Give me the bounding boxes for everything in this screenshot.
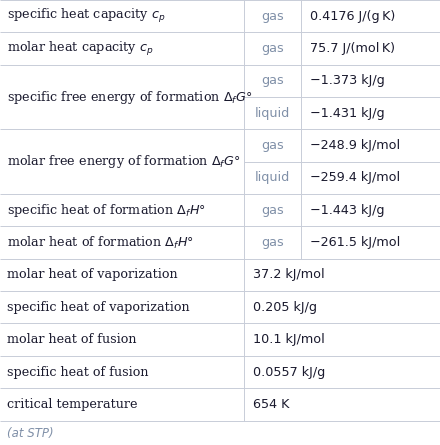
- Text: gas: gas: [261, 74, 284, 87]
- Text: molar free energy of formation $\Delta_f G°$: molar free energy of formation $\Delta_f…: [7, 153, 240, 170]
- Text: −261.5 kJ/mol: −261.5 kJ/mol: [310, 236, 400, 249]
- Text: gas: gas: [261, 236, 284, 249]
- Text: gas: gas: [261, 204, 284, 217]
- Text: critical temperature: critical temperature: [7, 398, 137, 411]
- Text: (at STP): (at STP): [7, 428, 53, 441]
- Text: specific heat capacity $c_p$: specific heat capacity $c_p$: [7, 7, 165, 25]
- Text: 10.1 kJ/mol: 10.1 kJ/mol: [253, 333, 325, 346]
- Text: 0.0557 kJ/g: 0.0557 kJ/g: [253, 365, 325, 379]
- Text: 0.205 kJ/g: 0.205 kJ/g: [253, 301, 317, 314]
- Text: molar heat of vaporization: molar heat of vaporization: [7, 268, 177, 281]
- Text: −248.9 kJ/mol: −248.9 kJ/mol: [310, 139, 400, 152]
- Text: liquid: liquid: [255, 107, 290, 120]
- Text: specific heat of fusion: specific heat of fusion: [7, 365, 148, 379]
- Text: 37.2 kJ/mol: 37.2 kJ/mol: [253, 268, 325, 281]
- Text: 654 K: 654 K: [253, 398, 290, 411]
- Text: molar heat of formation $\Delta_f H°$: molar heat of formation $\Delta_f H°$: [7, 235, 194, 251]
- Text: specific heat of vaporization: specific heat of vaporization: [7, 301, 189, 314]
- Text: specific free energy of formation $\Delta_f G°$: specific free energy of formation $\Delt…: [7, 89, 252, 105]
- Text: gas: gas: [261, 42, 284, 55]
- Text: 75.7 J/(mol K): 75.7 J/(mol K): [310, 42, 395, 55]
- Text: liquid: liquid: [255, 171, 290, 184]
- Text: −1.373 kJ/g: −1.373 kJ/g: [310, 74, 385, 87]
- Text: specific heat of formation $\Delta_f H°$: specific heat of formation $\Delta_f H°$: [7, 202, 205, 219]
- Text: molar heat of fusion: molar heat of fusion: [7, 333, 136, 346]
- Text: −259.4 kJ/mol: −259.4 kJ/mol: [310, 171, 400, 184]
- Text: 0.4176 J/(g K): 0.4176 J/(g K): [310, 10, 396, 23]
- Text: −1.443 kJ/g: −1.443 kJ/g: [310, 204, 385, 217]
- Text: gas: gas: [261, 139, 284, 152]
- Text: molar heat capacity $c_p$: molar heat capacity $c_p$: [7, 40, 153, 57]
- Text: −1.431 kJ/g: −1.431 kJ/g: [310, 107, 385, 120]
- Text: gas: gas: [261, 10, 284, 23]
